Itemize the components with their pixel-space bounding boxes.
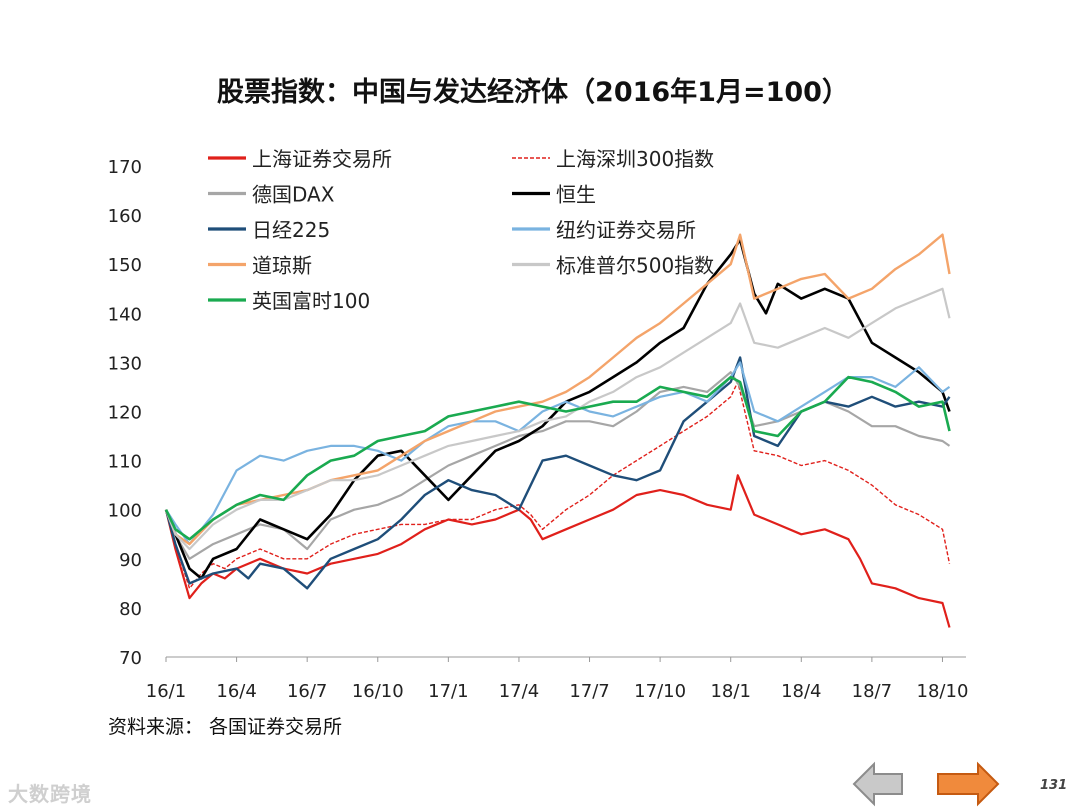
- forward-arrow-icon: [937, 761, 1000, 807]
- x-tick-label: 16/4: [216, 681, 256, 702]
- legend-label: 德国DAX: [252, 183, 335, 207]
- legend-label: 上海证券交易所: [252, 147, 392, 171]
- y-tick-label: 150: [108, 255, 142, 276]
- x-tick-label: 18/10: [917, 681, 969, 702]
- x-tick-label: 18/4: [781, 681, 821, 702]
- legend-label: 标准普尔500指数: [556, 254, 714, 278]
- legend-label: 恒生: [556, 183, 596, 207]
- x-tick-label: 16/10: [352, 681, 404, 702]
- x-tick-label: 18/1: [710, 681, 750, 702]
- axes-layer: 70 80 90 100 110 120 130 140 150 160 170 16/1 16/4 16…: [108, 157, 969, 702]
- y-tick-label: 170: [108, 157, 142, 178]
- x-tick-label: 17/4: [499, 681, 539, 702]
- x-tick-label: 17/7: [569, 681, 609, 702]
- series-line-3: [164, 371, 951, 560]
- y-tick-label: 120: [108, 403, 142, 424]
- back-arrow-icon: [852, 761, 903, 807]
- legend-label: 上海深圳300指数: [556, 147, 714, 171]
- back-arrow-button[interactable]: [852, 760, 904, 808]
- series-line-6: [165, 361, 951, 546]
- series-line-2: [165, 381, 951, 589]
- x-tick-label: 18/7: [852, 681, 892, 702]
- y-tick-label: 130: [108, 353, 142, 374]
- x-tick-label: 17/10: [634, 681, 686, 702]
- y-tick-label: 80: [119, 599, 142, 620]
- y-tick-label: 110: [108, 452, 142, 473]
- y-tick-label: 140: [108, 304, 142, 325]
- legend-label: 日经225: [252, 218, 330, 242]
- forward-arrow-button[interactable]: [934, 760, 1000, 808]
- x-tick-label: 17/1: [428, 681, 468, 702]
- series-line-1: [164, 474, 951, 628]
- series-line-9: [164, 375, 951, 541]
- chart-title: 股票指数：中国与发达经济体（2016年1月=100）: [217, 77, 849, 108]
- x-tick-label: 16/1: [146, 681, 186, 702]
- x-tick-label: 16/7: [287, 681, 327, 702]
- legend-label: 纽约证券交易所: [556, 218, 696, 242]
- y-tick-label: 100: [108, 501, 142, 522]
- line-chart: 70 80 90 100 110 120 130 140 150 160 170 16/1 16/4 16…: [108, 147, 969, 702]
- y-tick-label: 90: [119, 550, 142, 571]
- series-line-8: [164, 287, 951, 551]
- watermark: 大数跨境: [8, 782, 92, 806]
- source-note: 资料来源： 各国证券交易所: [108, 716, 343, 738]
- series-line-5: [164, 356, 951, 590]
- series-line-7: [164, 233, 951, 546]
- y-tick-label: 160: [108, 206, 142, 227]
- legend-label: 道琼斯: [252, 254, 312, 278]
- y-tick-label: 70: [119, 648, 142, 669]
- page-number: 131: [1040, 778, 1068, 793]
- legend-label: 英国富时100: [252, 289, 370, 313]
- series-layer: [164, 233, 951, 628]
